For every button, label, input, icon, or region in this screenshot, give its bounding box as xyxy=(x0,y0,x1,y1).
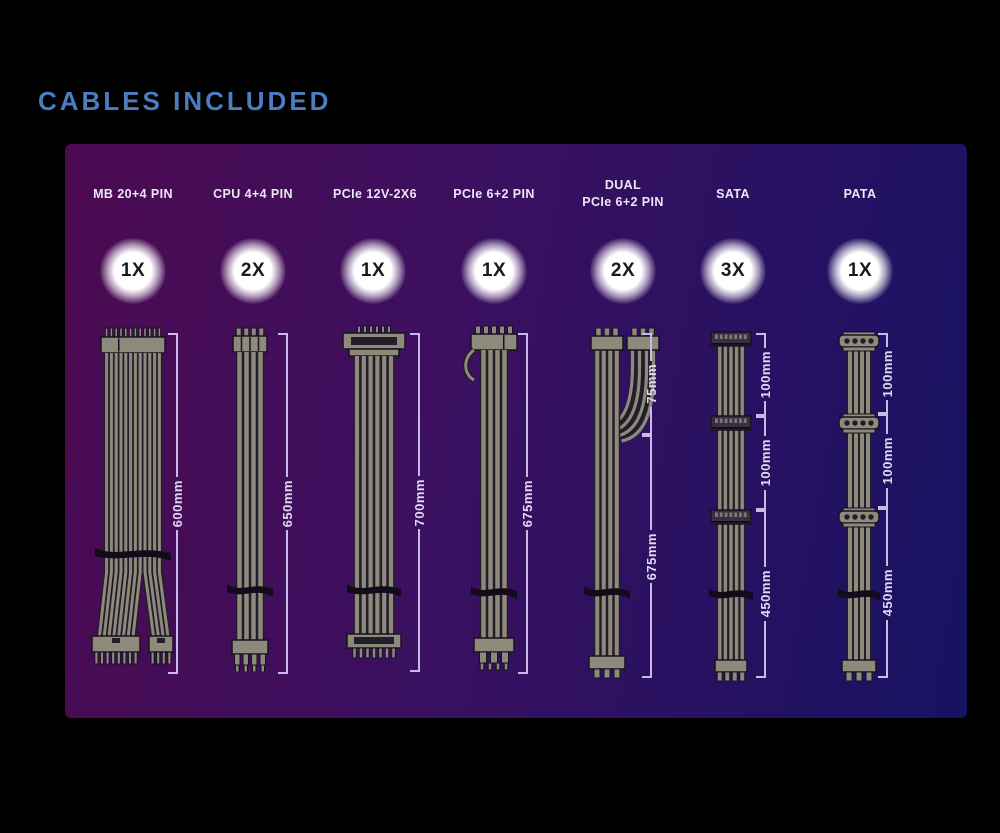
measure-tick xyxy=(518,672,528,674)
measure-label: 75mm xyxy=(644,364,659,404)
measure-line xyxy=(764,489,766,508)
measure-tick xyxy=(756,510,766,512)
measure-line xyxy=(650,406,652,434)
measure-line xyxy=(886,335,888,347)
measure-tick xyxy=(642,333,652,335)
cable-illustration-dual-pcie-6-2-pin xyxy=(584,327,660,679)
measurement-bracket-675mm: 675mm xyxy=(518,333,538,674)
column-header-pata: PATA xyxy=(843,186,877,201)
measure-line xyxy=(886,416,888,435)
measure-tick xyxy=(878,676,888,678)
quantity-badge-mb: 1X xyxy=(100,238,166,304)
measure-tick xyxy=(518,333,528,335)
measure-tick xyxy=(278,333,288,335)
measure-line xyxy=(176,335,178,477)
measure-line xyxy=(650,335,652,362)
measure-label: 650mm xyxy=(280,479,295,528)
measure-tick xyxy=(878,506,888,508)
measurement-bracket-sata-450mm: 450mm xyxy=(756,510,776,678)
measure-tick xyxy=(410,333,420,335)
measure-label: 700mm xyxy=(412,478,427,527)
measure-line xyxy=(764,401,766,414)
measure-tick xyxy=(168,672,178,674)
measurement-bracket-700mm: 700mm xyxy=(410,333,430,672)
cable-illustration-pcie-12v-2x6 xyxy=(342,325,406,659)
measure-label: 675mm xyxy=(520,479,535,528)
measure-label: 100mm xyxy=(758,439,773,487)
measure-line xyxy=(418,529,420,670)
measurement-bracket-dual-675mm: 675mm xyxy=(642,435,662,678)
measure-line xyxy=(886,619,888,676)
quantity-badge-12v2x6: 1X xyxy=(340,238,406,304)
column-header-pcie-6-2-pin: PCIe 6+2 PIN xyxy=(453,186,535,201)
measure-line xyxy=(886,510,888,567)
measure-tick xyxy=(878,412,888,414)
quantity-badge-cpu: 2X xyxy=(220,238,286,304)
measurement-bracket-pata-450mm: 450mm xyxy=(878,508,898,678)
measurement-bracket-sata-100mm-1: 100mm xyxy=(756,333,776,416)
column-header-cpu-4-4-pin: CPU 4+4 PIN xyxy=(213,186,293,201)
measure-tick xyxy=(756,416,766,418)
measure-line xyxy=(286,530,288,672)
measure-label: 450mm xyxy=(880,569,895,617)
quantity-badge-pcie62: 1X xyxy=(461,238,527,304)
measure-line xyxy=(650,583,652,676)
measure-line xyxy=(418,335,420,476)
measure-label: 450mm xyxy=(758,570,773,618)
measure-line xyxy=(764,512,766,568)
measure-line xyxy=(176,530,178,672)
measure-line xyxy=(650,437,652,530)
measurement-bracket-dual-75mm: 75mm xyxy=(642,333,662,436)
column-header-dual-pcie-6-2-pin: DUAL PCIe 6+2 PIN xyxy=(582,178,664,209)
column-header-mb-20-4-pin: MB 20+4 PIN xyxy=(93,186,173,201)
measure-tick xyxy=(642,676,652,678)
measure-line xyxy=(526,530,528,672)
measure-tick xyxy=(878,414,888,416)
measure-tick xyxy=(642,435,652,437)
cable-illustration-pcie-6-2-pin xyxy=(462,325,518,671)
measure-tick xyxy=(756,333,766,335)
measure-line xyxy=(764,418,766,437)
panel xyxy=(65,144,967,718)
cable-illustration-sata xyxy=(709,331,753,682)
measure-label: 675mm xyxy=(644,532,659,581)
cable-illustration-pata xyxy=(838,331,880,682)
measure-tick xyxy=(410,670,420,672)
measure-line xyxy=(886,400,888,412)
quantity-badge-pata: 1X xyxy=(827,238,893,304)
column-header-sata: SATA xyxy=(716,186,750,201)
page-title: CABLES INCLUDED xyxy=(38,86,332,116)
measurement-bracket-650mm: 650mm xyxy=(278,333,298,674)
measure-label: 600mm xyxy=(170,479,185,528)
measure-tick xyxy=(756,414,766,416)
measure-tick xyxy=(878,333,888,335)
measure-tick xyxy=(278,672,288,674)
measure-line xyxy=(526,335,528,477)
measure-label: 100mm xyxy=(880,349,895,398)
measure-line xyxy=(886,487,888,506)
measure-tick xyxy=(878,508,888,510)
measurement-bracket-sata-100mm-2: 100mm xyxy=(756,416,776,510)
measure-line xyxy=(764,620,766,676)
measure-tick xyxy=(756,508,766,510)
measurement-bracket-pata-100mm-2: 100mm xyxy=(878,414,898,508)
measure-tick xyxy=(756,676,766,678)
quantity-badge-sata: 3X xyxy=(700,238,766,304)
measure-label: 100mm xyxy=(880,437,895,485)
measure-label: 100mm xyxy=(758,350,773,399)
measure-line xyxy=(286,335,288,477)
measure-tick xyxy=(642,433,652,436)
measure-line xyxy=(764,335,766,348)
cable-illustration-mb-20-4-pin xyxy=(91,327,174,665)
measure-tick xyxy=(168,333,178,335)
measurement-bracket-pata-100mm-1: 100mm xyxy=(878,333,898,414)
cable-illustration-cpu-4-4-pin xyxy=(227,327,273,673)
quantity-badge-dual: 2X xyxy=(590,238,656,304)
column-header-pcie-12v-2x6: PCIe 12V-2X6 xyxy=(332,186,418,201)
measurement-bracket-600mm: 600mm xyxy=(168,333,188,674)
